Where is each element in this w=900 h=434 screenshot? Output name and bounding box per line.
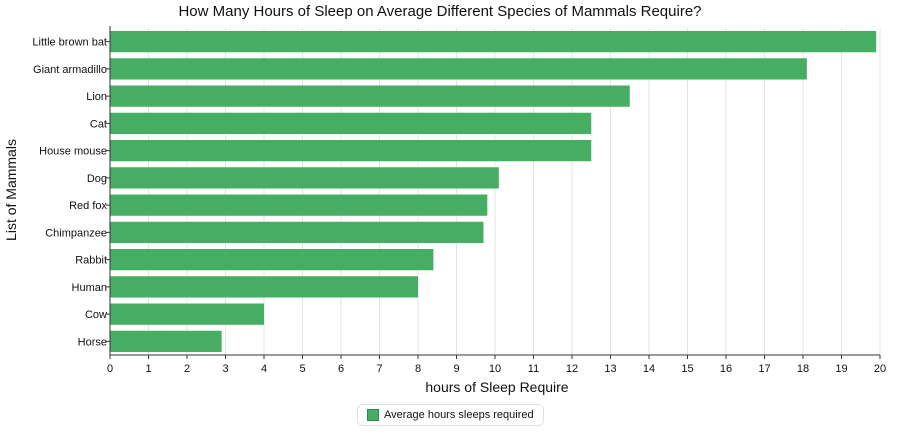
x-tick-label: 8 (415, 363, 421, 375)
y-tick-label: Cat (90, 118, 107, 130)
x-tick-label: 3 (222, 363, 228, 375)
x-tick-label: 9 (453, 363, 459, 375)
x-tick-label: 7 (376, 363, 382, 375)
bar[interactable] (110, 221, 484, 244)
y-tick-label: Red fox (69, 200, 107, 212)
x-tick-label: 4 (261, 363, 267, 375)
x-tick-label: 0 (107, 363, 113, 375)
x-tick-label: 5 (299, 363, 305, 375)
chart-title: How Many Hours of Sleep on Average Diffe… (178, 3, 701, 20)
x-tick-label: 18 (797, 363, 809, 375)
bar[interactable] (110, 276, 418, 298)
x-tick-label: 17 (758, 363, 770, 375)
bar[interactable] (110, 85, 630, 107)
y-tick-label: Cow (85, 309, 107, 321)
axes: Little brown bat Giant armadillo Lion Cat Ho… (32, 26, 886, 375)
bar[interactable] (110, 139, 592, 162)
bar[interactable] (110, 30, 877, 53)
x-axis-title: hours of Sleep Require (425, 379, 568, 395)
x-tick-label: 6 (338, 363, 344, 375)
bar[interactable] (110, 194, 488, 216)
y-axis-title: List of Mammals (3, 139, 19, 241)
x-tick-label: 11 (528, 363, 539, 375)
x-tick-label: 19 (835, 363, 847, 375)
y-tick-label: Giant armadillo (33, 64, 107, 76)
x-tick-label: 20 (874, 363, 886, 375)
y-tick-label: Little brown bat (32, 37, 107, 49)
bar[interactable] (110, 58, 807, 80)
bar[interactable] (110, 330, 222, 353)
bars (110, 30, 877, 353)
y-tick-label: House mouse (39, 146, 107, 158)
y-tick-label: Chimpanzee (45, 227, 107, 239)
bar[interactable] (110, 112, 592, 135)
x-tick-label: 2 (184, 363, 190, 375)
grid (148, 28, 881, 355)
y-tick-label: Lion (86, 91, 107, 103)
x-tick-label: 12 (566, 363, 578, 375)
legend-swatch (367, 409, 379, 421)
legend-label: Average hours sleeps required (384, 409, 534, 421)
x-tick-label: 13 (604, 363, 616, 375)
y-tick-label: Human (72, 282, 107, 294)
bar[interactable] (110, 248, 434, 271)
y-tick-label: Rabbit (75, 255, 107, 267)
x-tick-label: 10 (489, 363, 501, 375)
legend: Average hours sleeps required (357, 404, 544, 426)
bar[interactable] (110, 167, 499, 189)
x-tick-label: 16 (720, 363, 732, 375)
x-tick-label: 15 (681, 363, 693, 375)
y-tick-label: Horse (78, 336, 107, 348)
bar[interactable] (110, 303, 264, 325)
x-tick-label: 14 (643, 363, 655, 375)
x-tick-label: 1 (145, 363, 151, 375)
y-tick-label: Dog (87, 173, 107, 185)
